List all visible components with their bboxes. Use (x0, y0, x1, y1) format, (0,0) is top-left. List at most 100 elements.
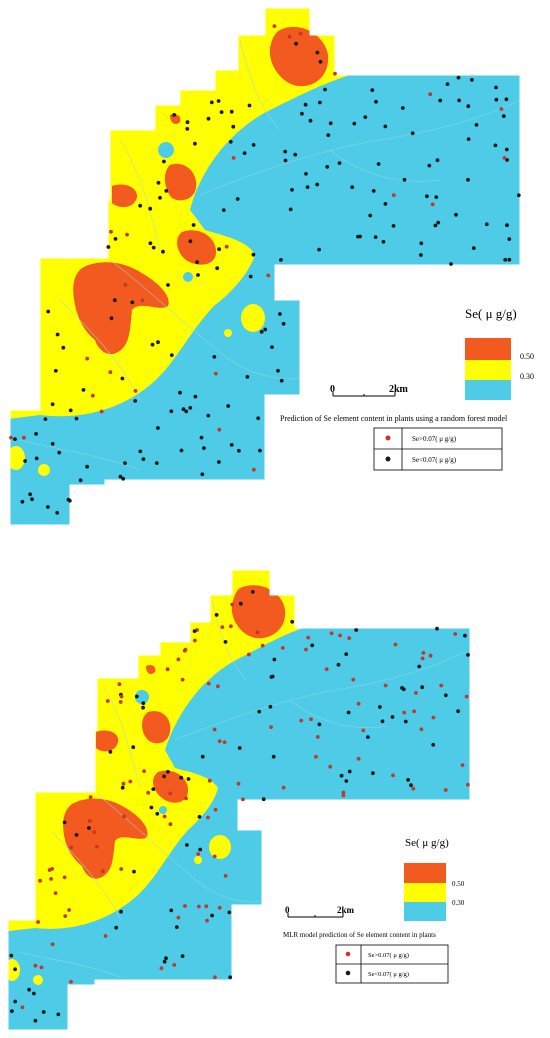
map-random-forest: Se( μ g/g) 0.50 0.30 0 2km Prediction of… (9, 7, 534, 526)
sample-point (347, 636, 352, 640)
legend-break-1: 0.50 (452, 880, 465, 888)
sample-point (148, 206, 153, 211)
sample-point (151, 787, 156, 791)
sample-point (368, 213, 373, 218)
sample-point (32, 991, 36, 996)
zone-low-pocket-2 (159, 806, 167, 814)
sample-point (266, 273, 271, 278)
sample-point (460, 763, 465, 767)
zone-high-6 (146, 664, 156, 674)
sample-point (27, 987, 31, 992)
zone-mid-pocket-2 (10, 446, 25, 470)
sample-point (356, 701, 361, 706)
sample-point (56, 1012, 61, 1017)
sample-point (371, 771, 375, 776)
sample-point (209, 100, 214, 105)
sample-point (193, 141, 197, 146)
sample-point (419, 727, 424, 732)
sample-point (251, 143, 256, 147)
sample-point (50, 402, 55, 407)
sample-point (466, 782, 470, 787)
sample-point (108, 370, 113, 375)
sample-point (156, 340, 160, 345)
sample-point (293, 152, 298, 157)
sample-point (95, 844, 99, 849)
sample-point (43, 417, 48, 421)
sample-point (315, 182, 320, 187)
sample-point (427, 163, 432, 168)
sample-point (344, 652, 349, 656)
sample-point (148, 241, 153, 246)
sample-point (159, 966, 164, 971)
sample-point (23, 459, 27, 463)
sample-point (204, 904, 209, 909)
sample-point (150, 342, 155, 347)
sample-point (188, 239, 193, 244)
sample-point (120, 376, 125, 381)
sample-point (162, 959, 167, 964)
sample-point (354, 628, 359, 632)
point-legend-label-high: Se>0.07( μ g/g) (412, 435, 457, 443)
sample-point (176, 657, 181, 662)
zone-high-5 (63, 798, 148, 879)
sample-point (162, 774, 167, 779)
sample-point (247, 103, 252, 108)
sample-point (438, 98, 443, 103)
map-panel-random-forest: Se( μ g/g) 0.50 0.30 0 2km Prediction of… (9, 7, 534, 526)
zone-mid-pocket-3 (38, 464, 50, 476)
sample-point (68, 408, 73, 413)
sample-point (309, 717, 313, 722)
sample-point (227, 910, 232, 915)
sample-point (315, 735, 320, 739)
sample-point (119, 867, 124, 871)
map-panel-mlr: Se( μ g/g) 0.50 0.30 0 2km MLR model pre… (0, 560, 550, 1038)
sample-point (133, 389, 138, 393)
sample-point (290, 619, 295, 624)
sample-point (123, 461, 127, 465)
sample-point (435, 158, 440, 163)
sample-point (100, 869, 105, 874)
sample-point (425, 194, 429, 199)
study-area-outline (7, 569, 471, 1031)
sample-point (118, 474, 123, 479)
sample-point (216, 684, 220, 689)
sample-point (318, 100, 322, 105)
sample-point (217, 460, 221, 464)
sample-point (270, 345, 274, 349)
legend-break-1: 0.50 (520, 352, 534, 361)
sample-point (179, 448, 184, 453)
sample-point (393, 642, 398, 647)
sample-point (146, 790, 151, 795)
sample-point (378, 705, 382, 709)
sample-point (141, 701, 146, 706)
zone-high-2 (164, 163, 197, 201)
sample-point (464, 694, 469, 699)
sample-point (158, 195, 162, 200)
sample-point (417, 664, 422, 669)
sample-point (217, 905, 222, 910)
sample-point (207, 778, 212, 783)
sample-point (501, 114, 506, 118)
sample-point (223, 640, 228, 644)
point-legend-marker-high (385, 435, 391, 441)
sample-point (435, 626, 439, 631)
class-legend: Se( μ g/g) 0.50 0.30 (404, 837, 465, 921)
sample-point (428, 92, 433, 97)
sample-point (206, 681, 211, 686)
sample-point (376, 162, 381, 166)
sample-point (212, 727, 217, 732)
sample-point (87, 819, 92, 823)
sample-point (53, 368, 58, 373)
sample-point (466, 104, 471, 109)
sample-point (229, 109, 234, 114)
sample-point (62, 820, 67, 825)
sample-point (516, 193, 521, 198)
sample-point (132, 869, 136, 874)
sample-point (185, 120, 190, 125)
sample-point (361, 728, 366, 733)
sample-point (317, 247, 321, 252)
sample-point (202, 446, 206, 450)
sample-point (258, 448, 262, 453)
sample-point (22, 435, 26, 440)
sample-point (55, 510, 60, 515)
